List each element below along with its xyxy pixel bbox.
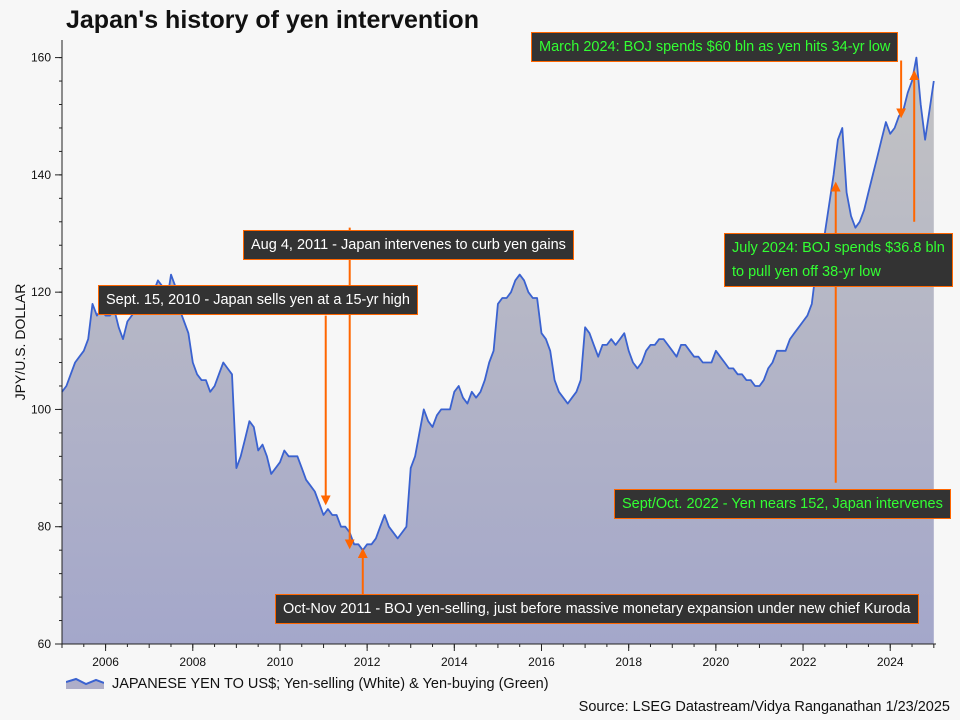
source-note: Source: LSEG Datastream/Vidya Ranganatha… (578, 699, 950, 715)
x-tick-label: 2010 (267, 655, 294, 669)
callout-text: July 2024: BOJ spends $36.8 bln (732, 240, 945, 256)
legend-swatch-icon (66, 677, 104, 689)
yen-line (61, 56, 935, 552)
x-tick-label: 2022 (790, 655, 817, 669)
x-tick-label: 2008 (179, 655, 206, 669)
callout-text-line-2: to pull yen off 38-yr low (732, 264, 881, 280)
legend: JAPANESE YEN TO US$; Yen-selling (White)… (66, 676, 549, 692)
y-tick-label: 140 (31, 168, 51, 182)
callout-oct-nov-2011: Oct-Nov 2011 - BOJ yen-selling, just bef… (275, 594, 919, 624)
x-tick-label: 2018 (615, 655, 642, 669)
callout-text: March 2024: BOJ spends $60 bln as yen hi… (539, 39, 891, 55)
callout-text: Oct-Nov 2011 - BOJ yen-selling, just bef… (283, 601, 911, 617)
y-tick-label: 160 (31, 51, 51, 65)
x-tick-label: 2020 (703, 655, 730, 669)
callout-sept-2010: Sept. 15, 2010 - Japan sells yen at a 15… (98, 285, 418, 315)
x-tick-label: 2024 (877, 655, 904, 669)
y-axis-label: JPY/U.S. DOLLAR (12, 284, 28, 401)
callout-text: Aug 4, 2011 - Japan intervenes to curb y… (251, 237, 566, 253)
y-tick-label: 80 (38, 520, 52, 534)
x-tick-label: 2012 (354, 655, 381, 669)
chart-title: Japan's history of yen intervention (66, 6, 479, 34)
x-tick-label: 2014 (441, 655, 468, 669)
y-tick-label: 120 (31, 285, 51, 299)
y-tick-label: 60 (38, 637, 52, 651)
callout-text: Sept/Oct. 2022 - Yen nears 152, Japan in… (622, 496, 943, 512)
callout-july-2024: July 2024: BOJ spends $36.8 bln to pull … (724, 233, 953, 287)
callout-march-2024: March 2024: BOJ spends $60 bln as yen hi… (531, 32, 899, 62)
callout-aug-2011: Aug 4, 2011 - Japan intervenes to curb y… (243, 230, 574, 260)
x-tick-label: 2016 (528, 655, 555, 669)
callout-sept-oct-2022: Sept/Oct. 2022 - Yen nears 152, Japan in… (614, 489, 951, 519)
callout-text: Sept. 15, 2010 - Japan sells yen at a 15… (106, 292, 410, 308)
x-tick-label: 2006 (92, 655, 119, 669)
yen-area-fill (62, 57, 934, 645)
y-tick-label: 100 (31, 402, 51, 416)
legend-label: JAPANESE YEN TO US$; Yen-selling (White)… (112, 676, 549, 692)
